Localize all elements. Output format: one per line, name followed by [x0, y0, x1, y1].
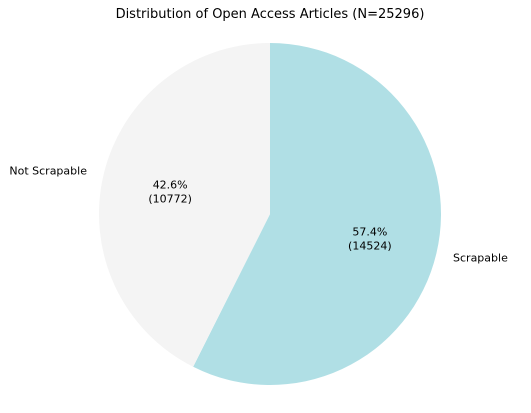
chart-title: Distribution of Open Access Articles (N=… — [116, 7, 425, 22]
percentage-label: 42.6% — [153, 178, 188, 191]
pie-slices — [99, 43, 441, 386]
count-label: (10772) — [148, 192, 192, 205]
percentage-label: 57.4% — [352, 226, 387, 239]
pie-slice-scrapable — [193, 43, 441, 386]
category-label: Scrapable — [453, 251, 508, 264]
category-label: Not Scrapable — [9, 165, 87, 178]
pie-slice-not-scrapable — [99, 43, 270, 367]
count-label: (14524) — [348, 240, 392, 253]
pie-labels: Scrapable 57.4%(14524) Not Scrapable 42.6%(… — [9, 165, 508, 265]
